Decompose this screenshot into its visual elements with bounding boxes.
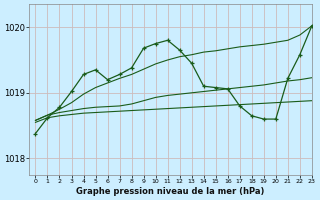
X-axis label: Graphe pression niveau de la mer (hPa): Graphe pression niveau de la mer (hPa) (76, 187, 265, 196)
